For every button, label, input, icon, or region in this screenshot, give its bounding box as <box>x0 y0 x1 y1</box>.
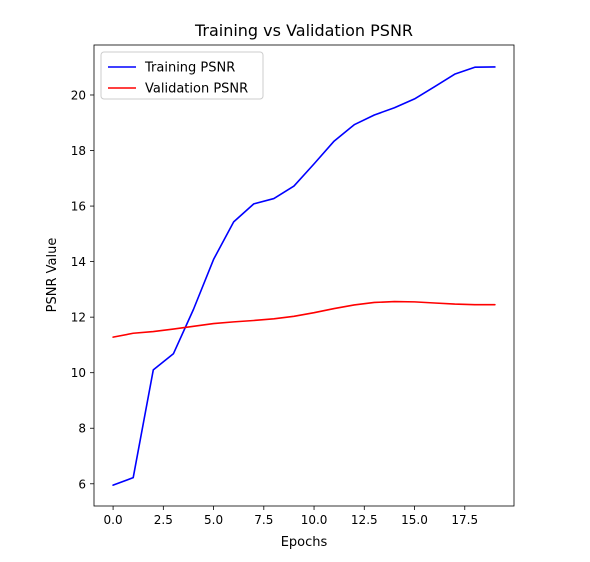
chart-title: Training vs Validation PSNR <box>194 21 413 40</box>
y-tick-label: 16 <box>71 200 86 214</box>
y-tick-label: 6 <box>78 477 86 491</box>
series-line-training-psnr <box>112 66 496 486</box>
y-tick-label: 18 <box>71 144 86 158</box>
y-tick-label: 20 <box>71 88 86 102</box>
plot-area <box>93 44 515 507</box>
x-tick-label: 2.5 <box>154 513 173 527</box>
x-tick-label: 12.5 <box>351 513 378 527</box>
legend: Training PSNR Validation PSNR <box>100 51 264 100</box>
legend-box <box>100 51 264 100</box>
x-tick-label: 15.0 <box>401 513 428 527</box>
x-tick-label: 17.5 <box>451 513 478 527</box>
x-axis-label: Epochs <box>281 535 328 550</box>
y-tick-label: 8 <box>78 422 86 436</box>
x-tick-label: 0.0 <box>104 513 123 527</box>
x-tick-label: 7.5 <box>254 513 273 527</box>
series-line-validation-psnr <box>112 300 496 338</box>
y-tick-label: 10 <box>71 366 86 380</box>
legend-label-validation-psnr: Validation PSNR <box>145 82 248 97</box>
plot-frame <box>93 44 515 507</box>
y-axis-label: PSNR Value <box>45 238 60 313</box>
legend-label-training-psnr: Training PSNR <box>144 61 235 76</box>
x-tick-label: 10.0 <box>301 513 328 527</box>
x-axis: 0.0 2.5 5.0 7.5 10.0 12.5 15.0 17.5 <box>104 506 478 527</box>
series-layer <box>112 66 496 486</box>
x-tick-label: 5.0 <box>204 513 223 527</box>
y-tick-label: 12 <box>71 311 86 325</box>
y-axis: 6 8 10 12 14 16 18 20 <box>71 88 94 491</box>
y-tick-label: 14 <box>71 255 86 269</box>
